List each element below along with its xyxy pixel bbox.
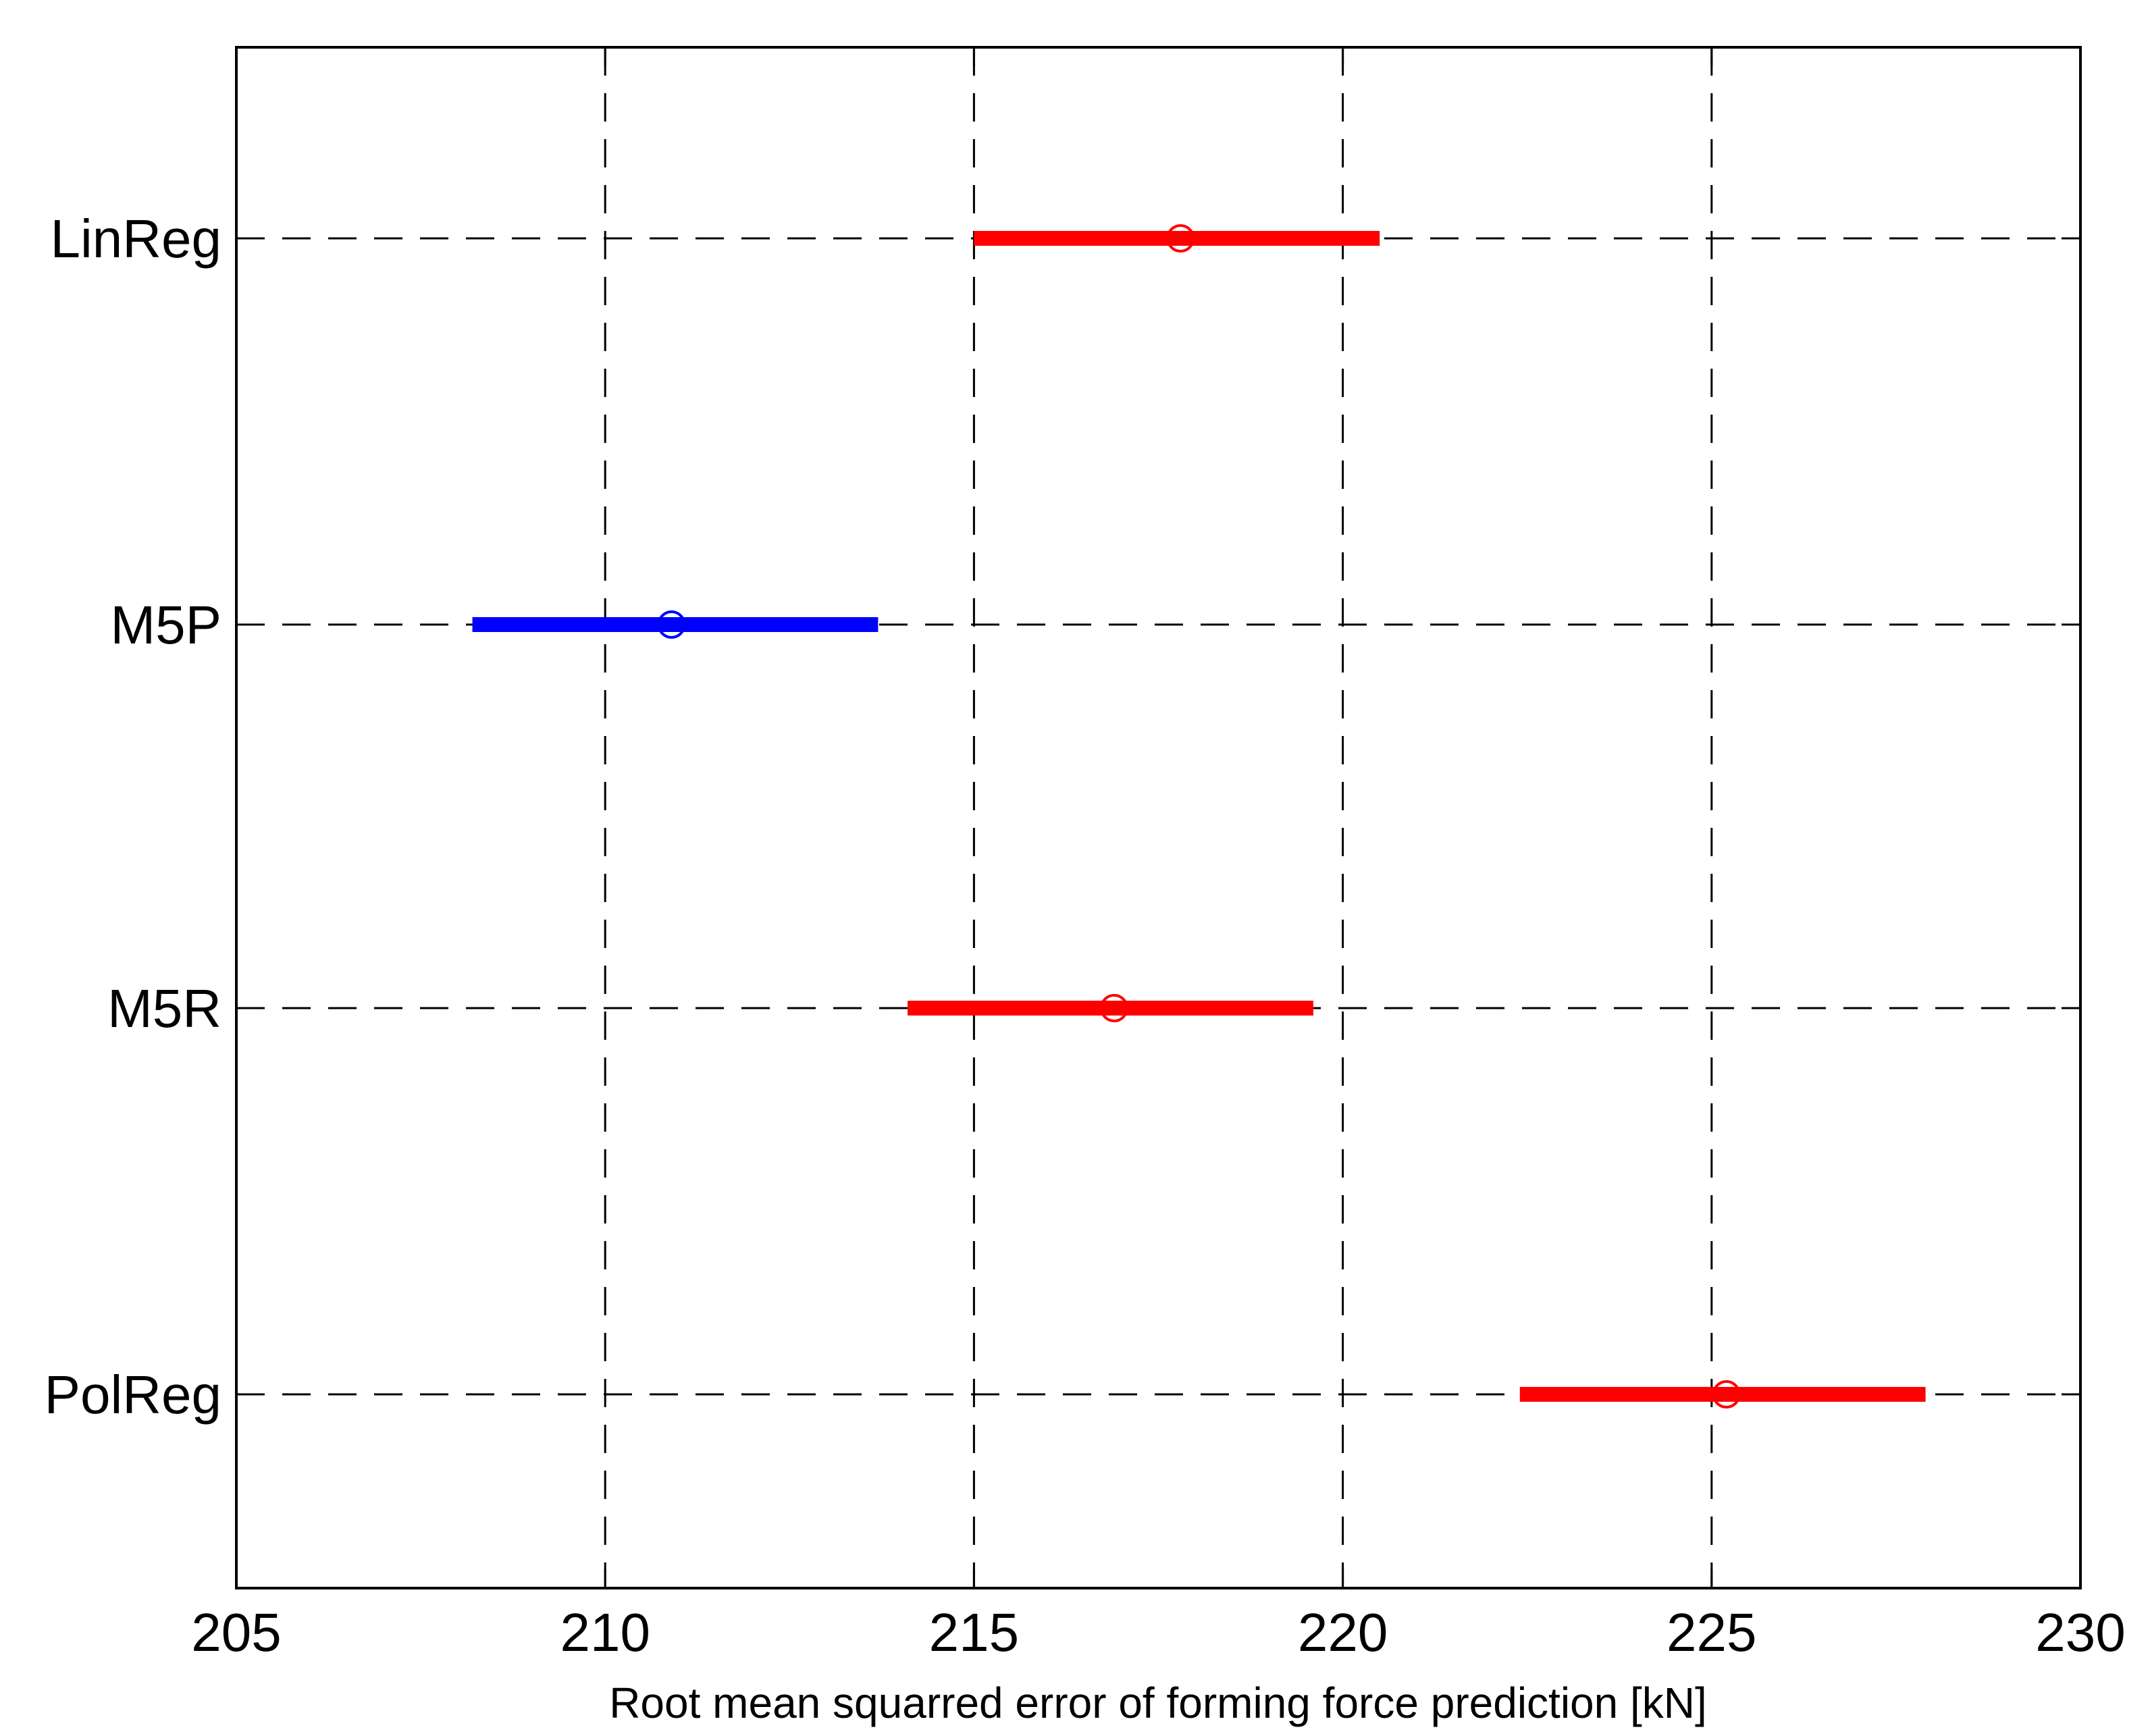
mean-marker-M5P (657, 610, 686, 639)
x-axis-label: Root mean squarred error of forming forc… (609, 1679, 1707, 1727)
x-tick-label: 220 (1298, 1602, 1388, 1662)
x-tick-labels: 205 210 215 220 225 230 (191, 1602, 2125, 1662)
y-tick-label: LinReg (50, 209, 221, 269)
y-tick-labels: LinReg M5P M5R PolReg (45, 209, 221, 1425)
x-tick-label: 210 (560, 1602, 650, 1662)
y-tick-label: M5R (107, 978, 221, 1038)
mean-marker-LinReg (1166, 224, 1195, 253)
bar-layer (472, 224, 1926, 1409)
y-tick-label: PolReg (45, 1365, 221, 1425)
x-tick-label: 225 (1667, 1602, 1756, 1662)
tick-layer (235, 47, 2082, 1588)
y-tick-label: M5P (111, 595, 222, 655)
x-tick-label: 205 (191, 1602, 281, 1662)
plot-frame (235, 46, 2082, 1589)
grid-layer (236, 47, 2080, 1588)
mean-marker-PolReg (1712, 1380, 1741, 1409)
mean-marker-M5R (1099, 994, 1128, 1022)
x-tick-label: 215 (929, 1602, 1019, 1662)
x-tick-label: 230 (2035, 1602, 2125, 1662)
